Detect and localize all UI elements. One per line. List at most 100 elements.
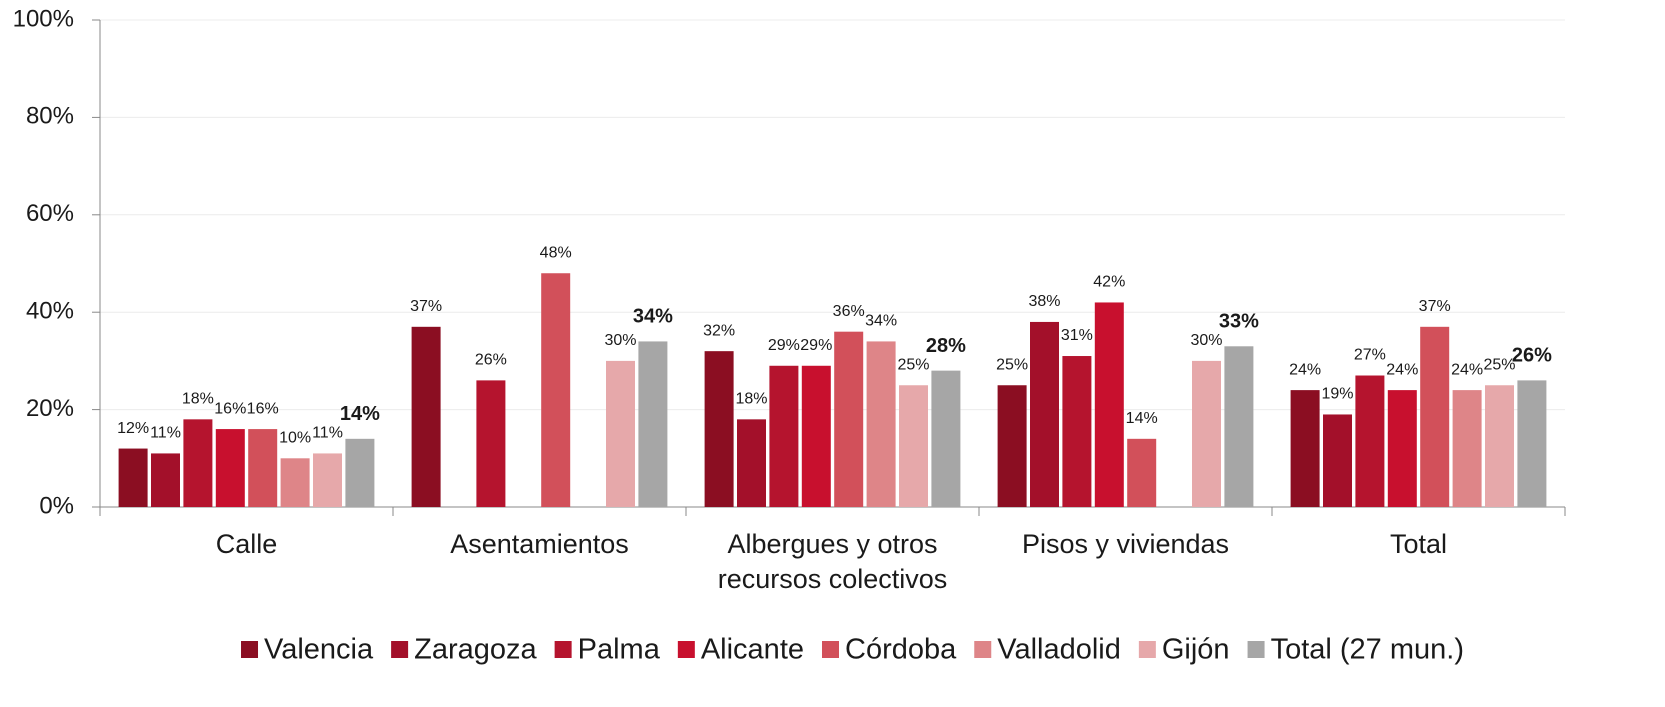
legend-label: Valladolid [997, 634, 1121, 666]
bar [1192, 360, 1221, 507]
legend-swatch [241, 641, 259, 658]
legend-label: Gijón [1162, 634, 1230, 666]
value-label: 30% [1190, 332, 1222, 349]
bar [1224, 346, 1254, 507]
bar [1094, 302, 1124, 507]
bar [345, 438, 375, 507]
value-label: 42% [1093, 274, 1125, 291]
bar [541, 273, 571, 507]
value-label: 19% [1321, 386, 1353, 403]
bar [1485, 385, 1514, 507]
bar [866, 341, 896, 507]
y-tick-label: 100% [13, 5, 74, 32]
bar [476, 380, 506, 507]
bar [1062, 356, 1092, 507]
y-tick-label: 60% [26, 200, 74, 227]
legend-label: Total (27 mun.) [1271, 634, 1464, 666]
value-label: 34% [633, 306, 673, 328]
value-label: 31% [1061, 327, 1093, 344]
y-tick-label: 80% [26, 103, 74, 130]
bar [1127, 438, 1157, 507]
y-tick-label: 0% [39, 492, 74, 519]
value-label: 37% [1419, 298, 1451, 315]
value-label: 36% [833, 303, 865, 320]
bar [1355, 375, 1385, 507]
value-label: 25% [1483, 356, 1515, 373]
bar [606, 360, 635, 507]
bar [899, 385, 928, 507]
bar [1030, 321, 1059, 507]
value-label: 16% [214, 400, 246, 417]
x-tick-label: Pisos y viviendas [1022, 529, 1229, 559]
legend-swatch [974, 641, 992, 658]
legend-label: Zaragoza [414, 634, 537, 666]
x-tick-label: Asentamientos [450, 529, 629, 559]
value-label: 26% [475, 352, 507, 369]
value-label: 24% [1289, 361, 1321, 378]
bar [313, 453, 342, 507]
bar [248, 429, 278, 507]
value-label: 33% [1219, 311, 1259, 333]
bar [834, 331, 864, 507]
legend-swatch [1247, 641, 1265, 658]
legend-label: Valencia [264, 634, 374, 666]
value-label: 25% [996, 356, 1028, 373]
legend-swatch [1138, 641, 1156, 658]
value-label: 32% [703, 322, 735, 339]
value-label: 18% [735, 391, 767, 408]
bar [801, 365, 831, 507]
value-label: 30% [604, 332, 636, 349]
bar [1452, 390, 1482, 507]
value-label: 25% [897, 356, 929, 373]
legend-label: Córdoba [845, 634, 957, 666]
y-tick-label: 40% [26, 298, 74, 325]
bar [280, 458, 310, 507]
legend-label: Alicante [701, 634, 804, 666]
value-label: 12% [117, 420, 149, 437]
value-label: 26% [1512, 345, 1552, 367]
value-label: 48% [540, 244, 572, 261]
bar [1323, 414, 1352, 507]
bar [931, 370, 961, 507]
legend-label: Palma [578, 634, 661, 666]
bar [638, 341, 668, 507]
legend-swatch [677, 641, 695, 658]
bar [411, 326, 441, 507]
bar [737, 419, 766, 507]
value-label: 27% [1354, 347, 1386, 364]
bar [1517, 380, 1547, 507]
bar [769, 365, 799, 507]
y-tick-label: 20% [26, 395, 74, 422]
value-label: 37% [410, 298, 442, 315]
bar [1290, 390, 1320, 507]
bar [1420, 326, 1450, 507]
value-label: 18% [182, 391, 214, 408]
bar [704, 351, 734, 507]
value-label: 38% [1028, 293, 1060, 310]
legend-swatch [554, 641, 572, 658]
x-tick-label: Albergues y otros recursos colectivos [718, 529, 948, 594]
bar [215, 429, 245, 507]
bar [118, 448, 148, 507]
value-label: 16% [247, 400, 279, 417]
value-label: 24% [1386, 361, 1418, 378]
bar [183, 419, 213, 507]
value-label: 34% [865, 313, 897, 330]
x-tick-label: Calle [216, 529, 278, 559]
bar [151, 453, 180, 507]
bar [997, 385, 1027, 507]
x-tick-label: Total [1390, 529, 1447, 559]
legend: Valencia Zaragoza Palma Alicante Córdoba Vall… [241, 634, 1464, 666]
value-label: 14% [1126, 410, 1158, 427]
value-label: 10% [279, 430, 311, 447]
value-label: 29% [800, 337, 832, 354]
bar [1387, 390, 1417, 507]
value-label: 28% [926, 335, 966, 357]
legend-swatch [391, 641, 409, 658]
value-label: 11% [150, 425, 181, 442]
value-label: 24% [1451, 361, 1483, 378]
value-label: 11% [312, 425, 343, 442]
value-label: 14% [340, 403, 380, 425]
legend-swatch [822, 641, 839, 658]
